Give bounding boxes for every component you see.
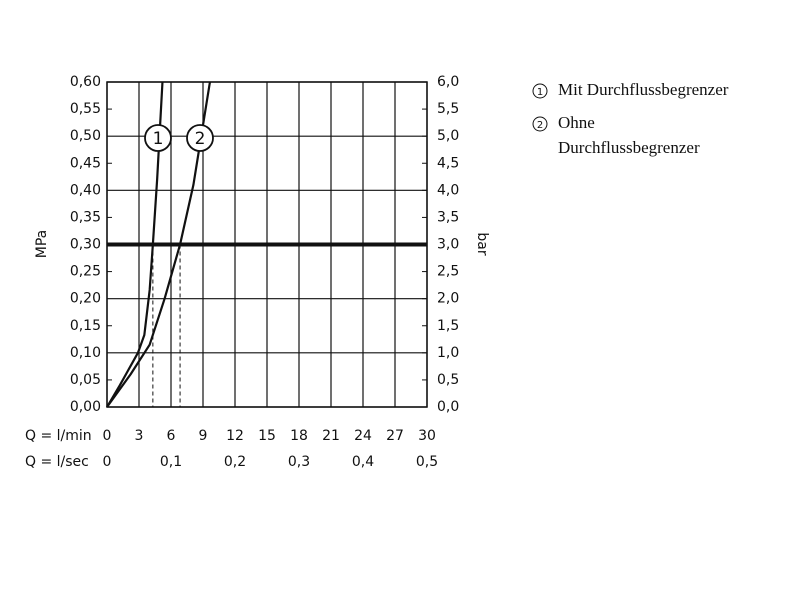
x2-axis-label: Q = l/sec xyxy=(25,454,89,470)
y-tick-label: 0,00 xyxy=(70,399,101,415)
x2-tick-label: 0,1 xyxy=(160,454,182,470)
legend-label: Ohne Durchflussbegrenzer xyxy=(558,113,700,157)
x-tick-label: 30 xyxy=(418,428,436,444)
x-tick-label: 15 xyxy=(258,428,276,444)
legend-symbol-label: 1 xyxy=(537,87,543,98)
x-tick-label: 18 xyxy=(290,428,308,444)
y-tick-label: 0,45 xyxy=(70,155,101,171)
y2-tick-label: 2,5 xyxy=(437,264,459,280)
y-tick-label: 0,20 xyxy=(70,291,101,307)
x2-tick-label: 0,3 xyxy=(288,454,310,470)
x-tick-label: 24 xyxy=(354,428,372,444)
y2-tick-label: 0,0 xyxy=(437,399,459,415)
y2-axis-label: bar xyxy=(474,232,490,255)
y2-tick-label: 2,0 xyxy=(437,291,459,307)
x2-tick-label: 0,2 xyxy=(224,454,246,470)
x-tick-label: 27 xyxy=(386,428,404,444)
curve-badge xyxy=(186,124,214,152)
curve xyxy=(106,81,212,408)
x2-tick-label: 0,4 xyxy=(352,454,374,470)
curve-badge-label: 1 xyxy=(153,129,164,149)
x-axis-label: Q = l/min xyxy=(25,428,92,444)
y2-tick-label: 4,0 xyxy=(437,182,459,198)
y-tick-label: 0,25 xyxy=(70,264,101,280)
legend-symbol xyxy=(532,83,548,99)
x2-tick-label: 0,5 xyxy=(416,454,438,470)
curve xyxy=(106,81,164,408)
y-tick-label: 0,10 xyxy=(70,345,101,361)
y2-tick-label: 5,5 xyxy=(437,101,459,117)
y-tick-label: 0,15 xyxy=(70,318,101,334)
y-tick-label: 0,50 xyxy=(70,128,101,144)
y2-tick-label: 5,0 xyxy=(437,128,459,144)
x-tick-label: 12 xyxy=(226,428,244,444)
legend-symbol xyxy=(532,116,548,132)
y-tick-label: 0,40 xyxy=(70,182,101,198)
x2-tick-label: 0 xyxy=(103,454,112,470)
y2-tick-label: 1,0 xyxy=(437,345,459,361)
y-tick-label: 0,60 xyxy=(70,74,101,90)
y-tick-label: 0,35 xyxy=(70,209,101,225)
y2-tick-label: 0,5 xyxy=(437,372,459,388)
x-tick-label: 0 xyxy=(103,428,112,444)
curve-badge xyxy=(144,124,172,152)
y2-tick-label: 1,5 xyxy=(437,318,459,334)
y2-tick-label: 6,0 xyxy=(437,74,459,90)
curve-badge-label: 2 xyxy=(195,129,206,149)
y2-tick-label: 3,5 xyxy=(437,209,459,225)
y2-tick-label: 3,0 xyxy=(437,237,459,253)
y-axis-label: MPa xyxy=(34,230,50,258)
y-tick-label: 0,05 xyxy=(70,372,101,388)
x-tick-label: 21 xyxy=(322,428,340,444)
x-tick-label: 3 xyxy=(135,428,144,444)
y-tick-label: 0,55 xyxy=(70,101,101,117)
y2-tick-label: 4,5 xyxy=(437,155,459,171)
x-tick-label: 6 xyxy=(167,428,176,444)
legend-label: Mit Durchflussbegrenzer xyxy=(558,80,729,99)
legend-symbol-label: 2 xyxy=(537,120,543,131)
y-tick-label: 0,30 xyxy=(70,237,101,253)
x-tick-label: 9 xyxy=(199,428,208,444)
